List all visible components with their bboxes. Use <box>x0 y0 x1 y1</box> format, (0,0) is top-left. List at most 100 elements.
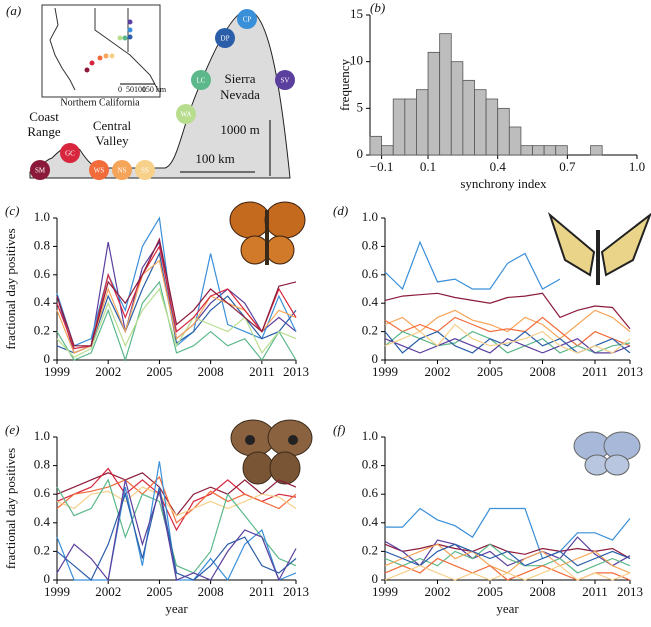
elevation-profile <box>29 9 291 179</box>
y-tick-label: 1.0 <box>34 428 50 443</box>
site-label: SS <box>141 167 149 175</box>
x-tick-label: 2005 <box>146 364 172 379</box>
bar <box>590 145 603 156</box>
x-tick-label: 0.1 <box>420 159 436 174</box>
bar <box>416 89 429 156</box>
bar <box>497 107 510 156</box>
series-line <box>384 536 631 567</box>
map-scale-label: 0 <box>118 85 122 94</box>
y-tick-label: 0.4 <box>362 514 379 529</box>
x-axis-label: synchrony index <box>460 176 547 191</box>
y-axis-label: frequency <box>337 59 352 111</box>
y-tick-label: 1.0 <box>362 428 378 443</box>
x-tick-label: 1999 <box>372 364 398 379</box>
panel-label: (e) <box>5 422 19 437</box>
y-tick-label: 0.2 <box>362 323 378 338</box>
chart-histogram: (b) 0 5 10 15 −0.1 0.1 0.4 0.7 1.0 synchrony index… <box>337 0 645 191</box>
series-line <box>384 565 631 581</box>
y-tick-label: 15 <box>350 6 363 21</box>
x-tick-label: 2002 <box>95 364 121 379</box>
bar <box>404 98 417 156</box>
panel-a: (a) 0 50 100 150 km Northern California … <box>6 3 295 180</box>
site-label: CP <box>243 16 252 24</box>
y-axis-label: fractional day positives <box>3 228 18 349</box>
series-line <box>385 507 631 560</box>
region-label: Valley <box>95 133 129 148</box>
x-tick-label: 2013 <box>617 584 643 599</box>
site-label: SV <box>281 77 290 85</box>
site-markers <box>30 9 295 180</box>
site-label: NS <box>118 167 127 175</box>
inset-title: Northern California <box>60 97 140 108</box>
x-tick-label: 1999 <box>44 584 70 599</box>
panel-label: (b) <box>370 0 385 15</box>
x-tick-label: 2013 <box>283 584 309 599</box>
series-line <box>56 280 297 362</box>
bar <box>381 145 394 156</box>
map-scale-label: 50 <box>126 85 134 94</box>
butterfly-e <box>230 419 313 485</box>
y-tick-label: 1.0 <box>34 209 50 224</box>
series-line <box>384 316 631 347</box>
site-label: WA <box>181 111 192 119</box>
x-tick-label: 2011 <box>249 364 275 379</box>
y-tick-label: 0.4 <box>362 294 379 309</box>
bar <box>532 145 545 156</box>
x-tick-label: 2005 <box>146 584 172 599</box>
x-tick-label: 1.0 <box>629 159 645 174</box>
panel-label: (d) <box>333 203 348 218</box>
bar <box>462 79 475 156</box>
site-label: WS <box>94 167 105 175</box>
x-tick-label: 2011 <box>582 584 608 599</box>
x-tick-label: 2002 <box>425 364 451 379</box>
map-sites <box>84 19 133 73</box>
bar <box>508 126 522 156</box>
inset-map <box>41 4 161 98</box>
series-line <box>56 486 297 581</box>
bar <box>543 145 557 156</box>
x-axis-label: year <box>165 601 188 616</box>
region-label: Nevada <box>220 87 260 102</box>
y-tick-label: 0.8 <box>362 237 378 252</box>
x-tick-label: 2013 <box>617 364 643 379</box>
series-line <box>56 486 297 517</box>
y-tick-label: 0.6 <box>34 266 51 281</box>
y-tick-label: 0.6 <box>362 485 379 500</box>
y-tick-label: 0.8 <box>34 457 50 472</box>
series-line <box>384 330 631 354</box>
y-tick-label: 1.0 <box>362 209 378 224</box>
x-tick-label: 2008 <box>530 364 556 379</box>
y-axis-label: fractional day positives <box>3 448 18 569</box>
series-line <box>384 323 631 354</box>
series-line <box>56 237 297 347</box>
x-tick-label: 2011 <box>249 584 275 599</box>
butterflies <box>229 201 651 485</box>
map-scale-label: 150 km <box>142 85 167 94</box>
chart-line: (f) 0 0.2 0.4 0.6 0.8 1.0 1999 2002 2005 2008 2011 2… <box>333 422 643 616</box>
x-tick-label: 2005 <box>477 584 503 599</box>
panel-label: (a) <box>6 3 21 18</box>
series-line <box>56 479 297 582</box>
y-tick-label: 0 <box>44 571 51 586</box>
distance-scale: 100 km <box>195 151 234 166</box>
y-tick-label: 0.8 <box>34 237 50 252</box>
y-tick-label: 0 <box>372 351 379 366</box>
x-tick-label: 2013 <box>283 364 309 379</box>
x-tick-label: 1999 <box>44 364 70 379</box>
panel-label: (c) <box>5 203 19 218</box>
butterfly-c <box>229 201 306 265</box>
x-tick-label: 2008 <box>530 584 556 599</box>
y-tick-label: 0.4 <box>34 514 51 529</box>
chart-line: (c) 0 0.2 0.4 0.6 0.8 1.0 1999 2002 2005 2008 2011 2… <box>3 203 309 379</box>
chart-line: (d) 0 0.2 0.4 0.6 0.8 1.0 1999 2002 2005 2008 2011 2… <box>333 203 643 379</box>
series-line <box>384 309 631 340</box>
site-label: DP <box>221 35 230 43</box>
y-tick-label: 0 <box>372 571 379 586</box>
x-axis-label: year <box>496 601 519 616</box>
map-scale-label: 100 <box>134 85 146 94</box>
x-tick-label: 2008 <box>198 364 224 379</box>
series-line <box>384 557 631 581</box>
butterfly-d <box>547 211 651 285</box>
x-tick-label: 1999 <box>372 584 398 599</box>
